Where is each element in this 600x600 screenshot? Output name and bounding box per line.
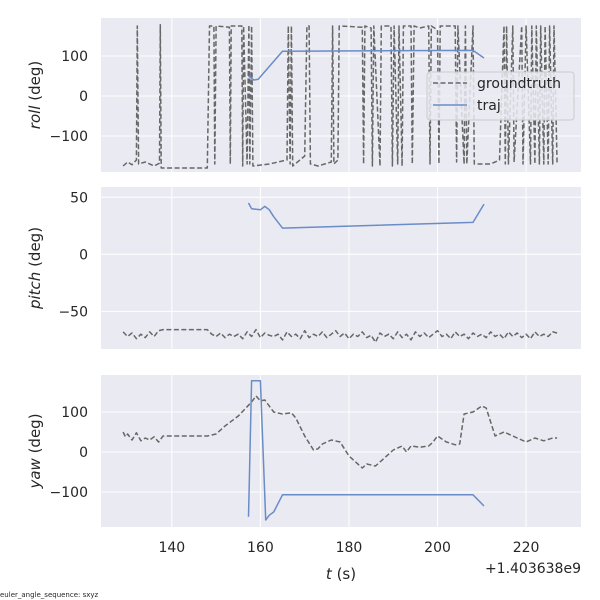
y-tick-label: 100 [61,49,88,65]
yaw-traj-line [247,380,485,521]
y-tick-label: 0 [79,445,88,461]
x-tick-label: 200 [424,540,451,556]
y-tick-label: −50 [58,304,88,320]
y-tick-label: 0 [79,89,88,105]
pitch-axes: 50 0 −50 pitch (deg) [26,187,581,349]
yaw-axes: 140 160 180 200 220 100 0 −100 yaw (deg) [26,375,581,556]
x-tick-label: 220 [513,540,540,556]
y-tick-label: 50 [70,190,88,206]
x-tick-label: 140 [158,540,185,556]
roll-groundtruth-line [122,24,558,169]
roll-traj-line [248,49,485,81]
plot-background [101,187,581,349]
legend-groundtruth-label: groundtruth [477,76,561,92]
y-tick-label: 100 [61,405,88,421]
pitch-y-axis-label: pitch (deg) [26,227,44,310]
y-tick-label: −100 [50,129,88,145]
pitch-groundtruth-line [122,328,558,343]
pitch-traj-line [247,202,485,229]
legend-traj-label: traj [477,98,501,114]
x-tick-label: 180 [336,540,363,556]
footer-text: euler_angle_sequence: sxyz [0,591,99,599]
roll-y-axis-label: roll (deg) [26,61,44,129]
x-axis-label: t (s) [326,565,356,583]
plot-background [101,375,581,527]
x-tick-label: 160 [247,540,274,556]
x-offset-text: +1.403638e9 [485,561,581,577]
y-tick-label: −100 [50,485,88,501]
y-tick-label: 0 [79,247,88,263]
legend: groundtruth traj [426,71,575,121]
yaw-y-axis-label: yaw (deg) [26,413,44,489]
yaw-groundtruth-line [122,395,558,469]
